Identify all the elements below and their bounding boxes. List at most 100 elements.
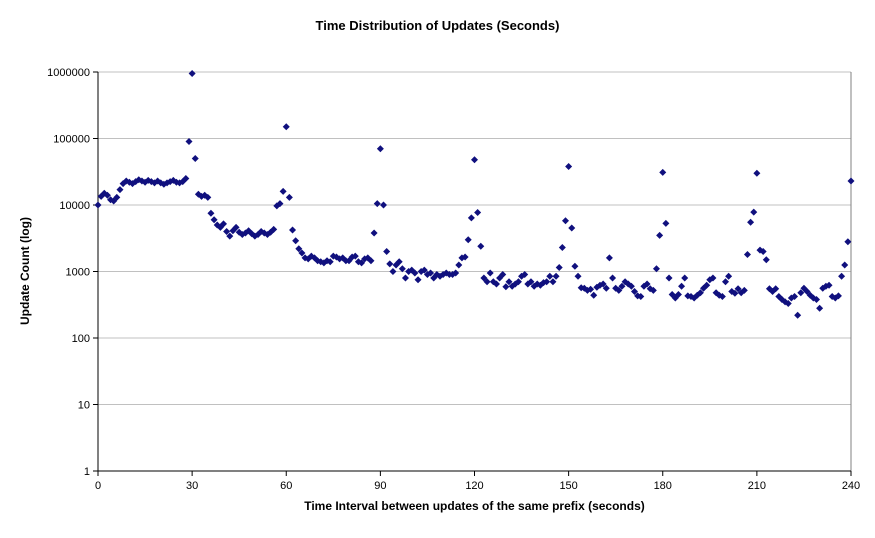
data-point-marker <box>461 253 469 261</box>
y-tick-label: 1 <box>84 466 90 478</box>
data-point-marker <box>389 268 397 275</box>
data-point-marker <box>427 269 435 277</box>
data-point-marker <box>552 272 560 280</box>
data-point-marker <box>602 284 610 292</box>
data-point-marker <box>652 265 660 273</box>
data-point-marker <box>703 281 711 289</box>
data-point-marker <box>386 260 394 268</box>
data-point-marker <box>844 238 852 246</box>
x-tick-label: 0 <box>95 480 101 492</box>
data-point-marker <box>731 289 739 297</box>
data-point-marker <box>285 193 293 201</box>
x-tick-label: 240 <box>842 480 860 492</box>
data-point-marker <box>678 282 686 290</box>
data-point-marker <box>665 274 673 282</box>
data-point-marker <box>358 259 366 267</box>
data-point-marker <box>188 69 196 77</box>
data-point-marker <box>298 249 306 257</box>
data-point-marker <box>659 168 667 176</box>
data-point-marker <box>574 272 582 280</box>
data-point-marker <box>367 257 375 265</box>
data-point-marker <box>376 145 384 153</box>
x-tick-label: 90 <box>374 480 386 492</box>
y-tick-label: 10000 <box>59 200 90 212</box>
data-point-marker <box>292 237 300 245</box>
data-point-marker <box>474 209 482 217</box>
data-point-marker <box>838 272 846 280</box>
data-point-marker <box>681 274 689 282</box>
data-point-marker <box>568 224 576 232</box>
data-point-marker <box>226 232 234 240</box>
data-point-marker <box>753 169 761 177</box>
data-point-marker <box>791 293 799 301</box>
data-point-marker <box>718 293 726 301</box>
data-point-marker <box>631 288 639 296</box>
data-point-marker <box>649 286 657 294</box>
data-point-marker <box>483 278 491 286</box>
data-point-marker <box>555 263 563 271</box>
data-point-marker <box>527 278 535 286</box>
data-point-marker <box>289 226 297 234</box>
data-point-marker <box>797 289 805 297</box>
data-point-marker <box>380 201 388 209</box>
data-point-marker <box>762 256 770 264</box>
gridlines <box>98 71 852 471</box>
data-point-marker <box>543 278 551 286</box>
data-point-marker <box>182 175 190 183</box>
data-point-marker <box>599 280 607 288</box>
data-point-marker <box>759 247 767 255</box>
data-point-marker <box>113 193 121 201</box>
data-point-marker <box>185 138 193 146</box>
y-tick-label: 100 <box>72 333 90 345</box>
data-point-marker <box>615 286 623 294</box>
data-point-marker <box>502 283 510 291</box>
data-point-marker <box>847 177 855 185</box>
data-point-marker <box>351 252 359 260</box>
data-point-marker <box>492 280 500 288</box>
data-point-marker <box>725 272 733 280</box>
y-tick-label: 100000 <box>53 134 90 146</box>
data-point-marker <box>627 282 635 290</box>
data-point-marker <box>282 123 290 131</box>
data-point-marker <box>401 274 409 282</box>
data-point-marker <box>295 245 303 253</box>
data-point-marker <box>772 285 780 293</box>
data-point-marker <box>656 231 664 239</box>
data-point-marker <box>514 278 522 286</box>
data-point-marker <box>734 285 742 293</box>
data-point-marker <box>276 200 284 208</box>
data-point-marker <box>452 269 460 277</box>
data-point-marker <box>784 300 792 308</box>
data-point-marker <box>587 285 595 293</box>
data-point-marker <box>605 254 613 262</box>
data-point-marker <box>590 291 598 299</box>
data-point-marker <box>812 295 820 303</box>
data-point-marker <box>816 304 824 312</box>
data-point-marker <box>477 242 485 250</box>
data-point-marker <box>618 282 626 290</box>
data-point-marker <box>750 208 758 216</box>
data-point-marker <box>743 251 751 259</box>
data-point-marker <box>471 156 478 164</box>
data-point-marker <box>103 191 111 199</box>
data-point-marker <box>455 261 463 269</box>
data-point-marker <box>279 187 287 195</box>
x-tick-label: 180 <box>654 480 672 492</box>
x-tick-label: 120 <box>465 480 483 492</box>
data-point-marker <box>411 269 419 277</box>
data-point-marker <box>486 269 494 277</box>
data-point-marker <box>546 272 554 280</box>
chart-title: Time Distribution of Updates (Seconds) <box>315 18 560 33</box>
data-point-marker <box>571 262 579 270</box>
y-tick-label: 1000000 <box>47 67 90 79</box>
data-point-marker <box>420 266 428 274</box>
data-point-marker <box>204 193 212 201</box>
data-point-marker <box>747 218 755 226</box>
x-tick-label: 150 <box>559 480 577 492</box>
data-point-marker <box>116 186 124 194</box>
data-point-marker <box>558 243 566 251</box>
data-point-marker <box>499 271 507 279</box>
data-point-marker <box>674 291 682 299</box>
